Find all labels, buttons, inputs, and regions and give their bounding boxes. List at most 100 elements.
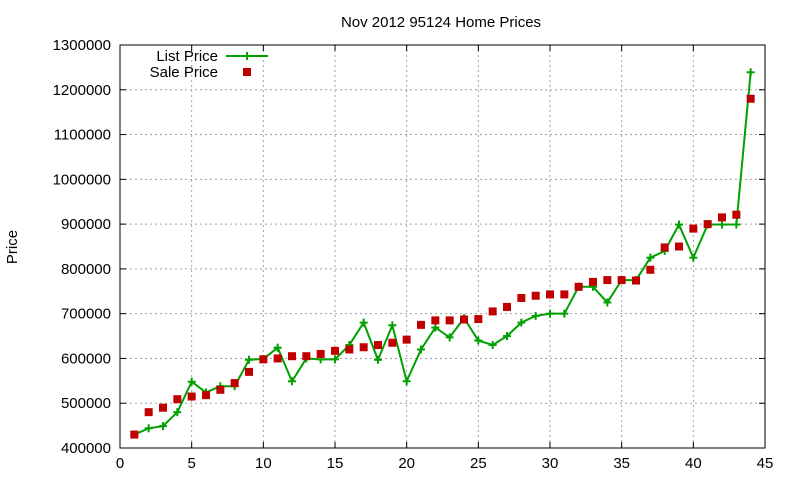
sale-price-point <box>130 430 139 439</box>
sale-price-point <box>660 243 669 252</box>
x-tick-label: 40 <box>685 455 702 472</box>
y-axis-label: Price <box>4 230 21 264</box>
sale-price-point <box>689 224 698 233</box>
sale-price-point <box>617 276 626 285</box>
list-price-point <box>273 343 282 352</box>
plot-frame <box>119 44 766 449</box>
list-price-point <box>474 336 483 345</box>
list-price-point <box>245 355 253 364</box>
sale-price-point <box>431 316 440 325</box>
sale-price-point <box>675 242 683 251</box>
y-tick-label: 800000 <box>61 261 111 278</box>
sale-price-point <box>488 307 497 316</box>
list-price-point <box>374 355 382 364</box>
sale-price-point <box>374 341 382 350</box>
list-price-point <box>488 341 497 350</box>
series-sale-price <box>130 94 755 439</box>
legend-label-list-price: List Price <box>156 48 218 65</box>
sale-price-point <box>331 346 339 355</box>
sale-price-point <box>503 302 511 311</box>
sale-price-point <box>746 94 755 103</box>
sale-price-point <box>302 352 311 361</box>
list-price-point <box>746 68 755 77</box>
sale-price-point <box>345 345 354 354</box>
sale-price-point <box>417 320 425 329</box>
sale-price-point <box>359 343 368 352</box>
list-price-point <box>144 424 153 433</box>
x-tick-label: 0 <box>116 455 124 472</box>
x-tick-label: 20 <box>398 455 415 472</box>
sale-price-point <box>316 349 325 358</box>
list-price-point <box>417 345 425 354</box>
sale-price-point <box>245 367 253 376</box>
list-price-point <box>560 309 569 318</box>
sale-price-point <box>173 395 182 404</box>
list-price-line <box>133 72 752 436</box>
sale-price-point <box>460 315 468 324</box>
x-tick-label: 35 <box>613 455 630 472</box>
sale-price-point <box>531 291 540 300</box>
sale-price-point <box>718 213 726 222</box>
list-price-point <box>675 220 683 229</box>
list-price-point <box>187 377 196 386</box>
y-tick-label: 700000 <box>61 306 111 323</box>
sale-price-point <box>259 355 268 364</box>
sale-price-point <box>230 379 239 388</box>
list-price-point <box>445 333 454 342</box>
list-price-point <box>718 220 726 229</box>
y-tick-label: 1300000 <box>53 37 111 54</box>
sale-price-point <box>159 403 167 412</box>
list-price-point <box>503 332 511 341</box>
list-price-point <box>546 309 554 318</box>
list-price-point <box>402 377 411 386</box>
list-price-point <box>531 311 540 320</box>
list-price-point <box>646 253 655 262</box>
sale-price-point <box>273 354 282 363</box>
sale-price-point <box>546 290 554 299</box>
list-price-point <box>388 321 397 330</box>
legend-label-sale-price: Sale Price <box>150 64 218 81</box>
sale-price-point <box>732 210 741 219</box>
sale-price-point <box>474 315 483 324</box>
list-price-point <box>431 323 440 332</box>
sale-price-point <box>632 276 640 285</box>
list-price-point <box>173 408 182 417</box>
list-price-point <box>159 422 167 431</box>
sale-price-point <box>388 338 397 347</box>
list-price-point <box>359 318 368 327</box>
y-tick-label: 1100000 <box>54 127 111 144</box>
legend-swatch-sale-price <box>243 68 251 76</box>
sale-price-point <box>603 276 612 285</box>
series-layer <box>130 68 755 439</box>
list-price-point <box>517 318 526 327</box>
x-tick-label: 30 <box>542 455 559 472</box>
sale-price-point <box>216 385 225 394</box>
sale-price-point <box>445 316 454 325</box>
list-price-point <box>689 253 698 262</box>
sale-price-point <box>288 352 296 361</box>
sale-price-point <box>402 335 411 344</box>
sale-price-point <box>202 391 210 400</box>
x-tick-label: 45 <box>757 455 774 472</box>
sale-price-point <box>574 282 583 291</box>
sale-price-point <box>560 290 569 299</box>
y-tick-label: 1200000 <box>53 82 111 99</box>
series-list-price <box>130 68 755 439</box>
sale-price-point <box>703 220 712 229</box>
y-tick-label: 900000 <box>61 216 111 233</box>
y-tick-label: 600000 <box>61 350 111 367</box>
x-tick-label: 25 <box>470 455 487 472</box>
sale-price-point <box>646 265 655 274</box>
sale-price-point <box>187 392 196 401</box>
x-tick-label: 10 <box>255 455 272 472</box>
sale-price-point <box>517 293 526 302</box>
y-tick-label: 400000 <box>61 440 111 457</box>
y-tick-label: 500000 <box>61 395 111 412</box>
chart-title: Nov 2012 95124 Home Prices <box>341 14 541 31</box>
list-price-point <box>603 298 612 307</box>
x-tick-label: 5 <box>187 455 195 472</box>
y-tick-label: 1000000 <box>53 171 111 188</box>
